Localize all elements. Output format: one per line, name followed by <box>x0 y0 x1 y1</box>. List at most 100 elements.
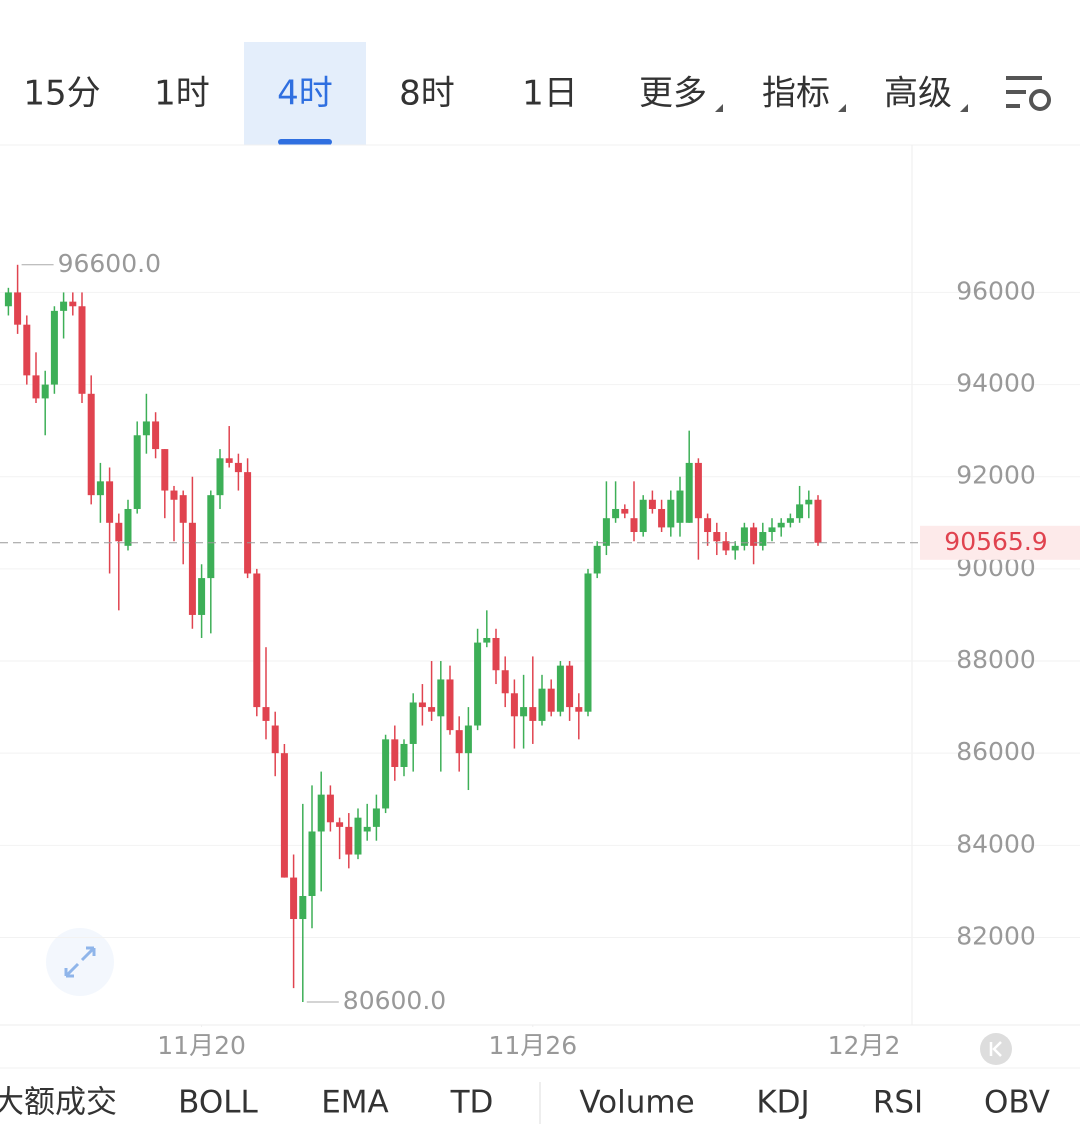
indicator-tab[interactable]: 大额成交 <box>0 1085 117 1121</box>
y-tick-label: 86000 <box>956 737 1036 766</box>
candle-body <box>731 545 739 551</box>
candle-body <box>317 794 325 832</box>
timeframe-tab[interactable]: 高级 <box>884 74 952 114</box>
last-price-label: 90565.9 <box>944 527 1047 556</box>
timeframe-tab[interactable]: 更多 <box>639 74 707 114</box>
candle-body <box>501 670 509 694</box>
dropdown-caret <box>715 104 723 112</box>
candle-body <box>23 324 31 376</box>
timeframe-tab[interactable]: 8时 <box>399 74 455 114</box>
indicator-tab[interactable]: Volume <box>579 1085 694 1121</box>
candle-body <box>796 504 804 519</box>
candle-body <box>50 310 58 385</box>
timeframe-tab[interactable]: 15分 <box>23 74 100 114</box>
candle-body <box>492 637 500 671</box>
y-tick-label: 88000 <box>956 645 1036 674</box>
candle-body <box>814 499 822 543</box>
candle-body <box>32 375 40 399</box>
candle-body <box>704 518 712 533</box>
scroll-latest-button[interactable] <box>980 1033 1012 1065</box>
candle-body <box>299 895 307 920</box>
candle-body <box>529 707 537 721</box>
candle-body <box>106 481 114 523</box>
candle-body <box>41 384 49 399</box>
candle-body <box>290 877 298 920</box>
active-tab-bg <box>244 42 366 145</box>
y-tick-label: 82000 <box>956 921 1036 950</box>
extreme-label: 96600.0 <box>58 249 161 278</box>
candle-body <box>124 508 132 546</box>
plot-area <box>0 264 1080 1027</box>
timeframe-tab[interactable]: 4时 <box>277 74 333 114</box>
candle-body <box>354 817 362 855</box>
dropdown-caret <box>838 104 846 112</box>
candle-body <box>639 499 647 533</box>
candle-body <box>593 545 601 574</box>
candle-body <box>336 822 344 827</box>
candle-body <box>234 462 242 473</box>
candle-body <box>409 702 417 744</box>
candle-body <box>363 826 371 832</box>
candle-body <box>455 730 463 754</box>
x-tick-label: 12月2 <box>828 1031 901 1060</box>
candle-body <box>78 306 86 394</box>
candle-body <box>428 707 436 712</box>
candle-body <box>345 826 353 855</box>
candle-body <box>225 458 233 463</box>
candle-body <box>538 688 546 721</box>
last-price-box <box>920 525 1080 560</box>
candle-body <box>648 499 656 509</box>
candle-body <box>768 527 776 533</box>
candle-body <box>510 693 518 717</box>
y-tick-label: 84000 <box>956 829 1036 858</box>
indicator-tab[interactable]: OBV <box>984 1085 1050 1121</box>
candle-body <box>713 532 721 542</box>
settings-icon[interactable] <box>1006 76 1051 111</box>
candle-body <box>391 739 399 767</box>
candle-body <box>621 508 629 514</box>
candle-body <box>207 495 215 579</box>
expand-button[interactable] <box>46 928 114 996</box>
timeframe-tab[interactable]: 指标 <box>762 74 830 114</box>
indicator-tab[interactable]: KDJ <box>756 1085 809 1121</box>
candle-body <box>244 472 252 574</box>
candle-body <box>694 462 702 519</box>
dropdown-caret <box>960 104 968 112</box>
candle-body <box>133 435 141 509</box>
candle-body <box>566 665 574 708</box>
indicator-tab[interactable]: RSI <box>873 1085 923 1121</box>
candle-body <box>602 518 610 546</box>
candle-body <box>253 573 261 708</box>
candle-body <box>446 679 454 731</box>
candle-body <box>382 739 390 809</box>
candle-body <box>584 573 592 712</box>
candle-body <box>170 490 178 500</box>
candle-body <box>262 707 270 721</box>
y-tick-label: 94000 <box>956 369 1036 398</box>
candle-body <box>740 527 748 546</box>
candle-body <box>437 679 445 717</box>
indicator-tab[interactable]: EMA <box>321 1085 389 1121</box>
candle-body <box>60 301 68 311</box>
x-tick-label: 11月26 <box>488 1031 577 1060</box>
candle-body <box>759 532 767 546</box>
candle-body <box>115 522 123 542</box>
candle-body <box>142 421 150 436</box>
indicator-tab[interactable]: BOLL <box>178 1085 258 1121</box>
y-tick-label: 92000 <box>956 461 1036 490</box>
timeframe-tab[interactable]: 1时 <box>154 74 210 114</box>
timeframe-tab[interactable]: 1日 <box>522 74 578 114</box>
indicator-tab[interactable]: TD <box>450 1085 494 1121</box>
candle-body <box>805 499 813 505</box>
candle-body <box>161 449 169 491</box>
candle-body <box>483 637 491 643</box>
candle-body <box>547 688 555 712</box>
candle-body <box>575 707 583 712</box>
candle-body <box>786 518 794 523</box>
candle-body <box>676 490 684 523</box>
candle-body <box>418 702 426 708</box>
candle-body <box>87 393 95 496</box>
candle-body <box>556 665 564 712</box>
